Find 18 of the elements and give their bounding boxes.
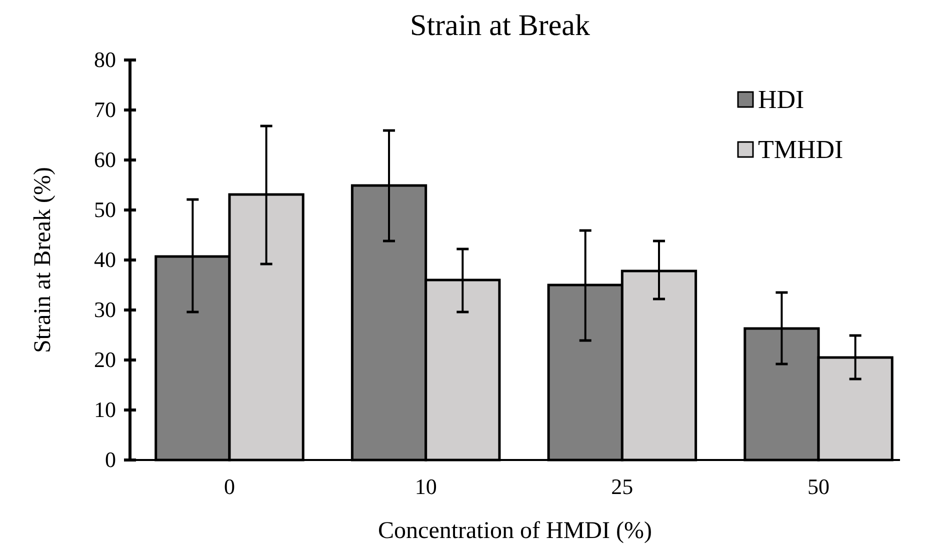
y-tick-label: 30 xyxy=(94,297,116,322)
y-tick-label: 80 xyxy=(94,47,116,72)
y-axis-title: Strain at Break (%) xyxy=(30,167,56,353)
x-tick-label: 25 xyxy=(611,474,634,499)
legend-label: TMHDI xyxy=(758,135,844,164)
y-tick-label: 10 xyxy=(94,397,116,422)
y-tick-label: 0 xyxy=(105,447,116,472)
chart-title: Strain at Break xyxy=(410,9,590,42)
y-tick-label: 70 xyxy=(94,97,116,122)
x-tick-label: 10 xyxy=(414,474,437,499)
x-axis-title: Concentration of HMDI (%) xyxy=(378,518,652,544)
x-tick-label: 50 xyxy=(808,474,830,499)
y-tick-label: 40 xyxy=(94,247,116,272)
x-tick-label: 0 xyxy=(224,474,235,499)
y-tick-label: 50 xyxy=(94,197,116,222)
y-tick-label: 20 xyxy=(94,347,116,372)
legend-label: HDI xyxy=(758,85,804,114)
y-tick-label: 60 xyxy=(94,147,116,172)
